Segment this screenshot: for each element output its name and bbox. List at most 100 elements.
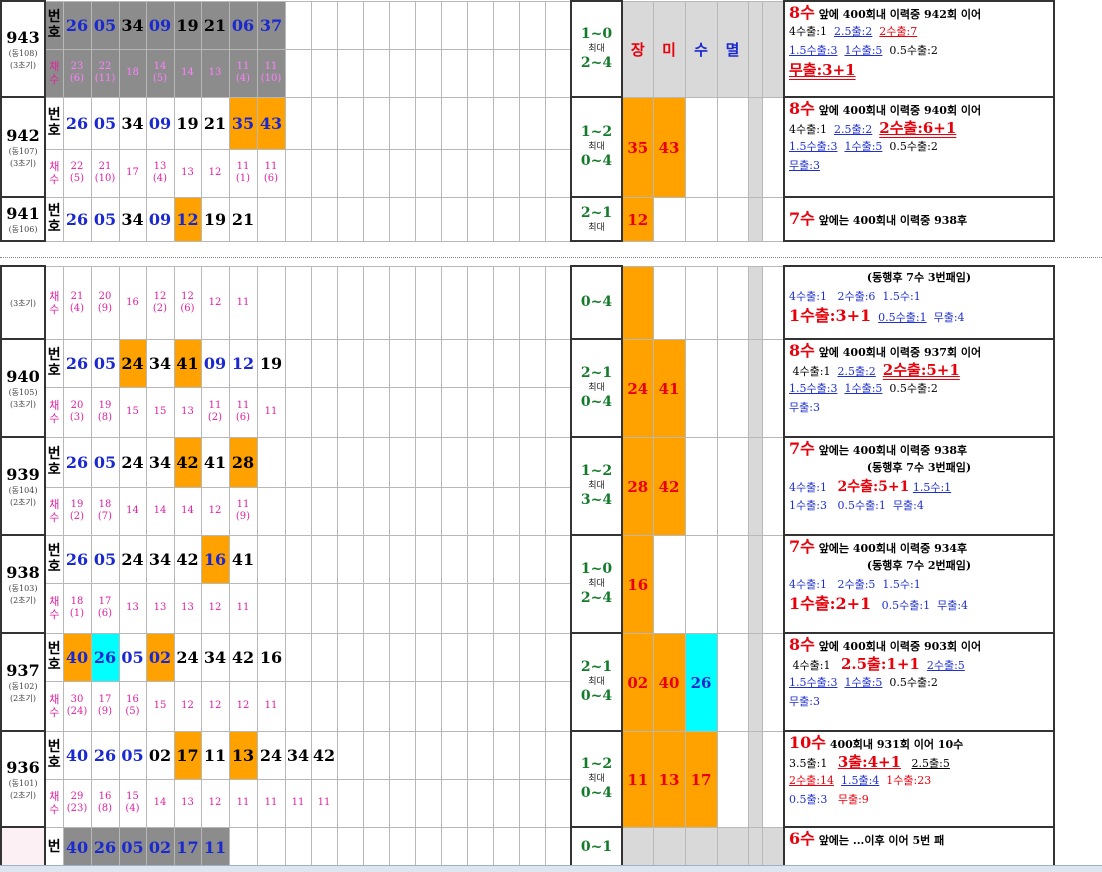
count-cell: 20 (3)	[62, 386, 92, 438]
number-cell: 05	[90, 338, 120, 388]
count-cell: 14	[118, 486, 147, 536]
side-number: 13	[652, 730, 686, 828]
number-cell: 21	[200, 0, 230, 50]
number-cell: 26	[62, 534, 92, 584]
number-cell: 06	[228, 0, 258, 50]
count-cell: 11	[228, 778, 258, 828]
count-cell: 18 (7)	[90, 486, 120, 536]
notes-cell: 7수 앞에는 400회내 이력중 938후 (동행후 7수 3번패임) 4수출:…	[783, 436, 1055, 536]
number-cell: 34	[200, 632, 230, 682]
pattern-cell: 1~2 최대 0~4	[570, 730, 623, 828]
number-cell: 26	[62, 96, 92, 150]
number-cell: 19	[173, 96, 202, 150]
number-cell: 41	[200, 436, 230, 488]
side-number: 28	[621, 436, 654, 536]
notes-cell: (동행후 7수 3번패임) 4수출:1 2수출:6 1.5수:1 1수출:3+1…	[783, 265, 1055, 340]
count-cell: 11	[228, 265, 258, 340]
count-cell: 19 (2)	[62, 486, 92, 536]
number-cell: 24	[118, 338, 147, 388]
count-cell: 12 (6)	[173, 265, 202, 340]
number-cell: 34	[118, 96, 147, 150]
number-cell: 02	[145, 826, 175, 868]
side-number: 16	[621, 534, 654, 634]
count-cell: 14 (5)	[145, 48, 175, 98]
count-cell: 14	[145, 778, 175, 828]
count-cell: 13	[118, 582, 147, 634]
count-cell: 13	[200, 48, 230, 98]
bottom-scroll-bar[interactable]	[0, 865, 1102, 872]
pattern-cell: 2~1 최대 0~4	[570, 338, 623, 438]
side-header-4: 멸	[716, 0, 749, 98]
count-cell: 11 (4)	[228, 48, 258, 98]
pattern-cell: 1~0 최대 2~4	[570, 534, 623, 634]
number-cell: 26	[62, 338, 92, 388]
notes-cell: 8수 앞에 400회내 이력중 903회 이어 4수출:1 2.5출:1+1 2…	[783, 632, 1055, 732]
number-cell: 05	[90, 436, 120, 488]
number-cell: 17	[173, 730, 202, 780]
notes-cell: 10수 400회내 931회 이어 10수 3.5출:1 3출:4+1 2.5출…	[783, 730, 1055, 828]
number-cell: 24	[256, 730, 286, 780]
count-cell: 29 (23)	[62, 778, 92, 828]
number-cell: 26	[62, 0, 92, 50]
number-cell: 37	[256, 0, 286, 50]
number-cell: 05	[90, 0, 120, 50]
number-cell: 24	[173, 632, 202, 682]
count-cell: 17	[118, 148, 147, 198]
number-cell: 02	[145, 730, 175, 780]
count-cell: 12	[173, 680, 202, 732]
number-cell: 40	[62, 730, 92, 780]
number-cell: 11	[200, 730, 230, 780]
count-cell: 16 (5)	[118, 680, 147, 732]
side-number: 41	[652, 338, 686, 438]
number-cell: 42	[173, 436, 202, 488]
side-header-2: 미	[652, 0, 686, 98]
side-number: 02	[621, 632, 654, 732]
count-cell: 11	[284, 778, 312, 828]
count-cell: 11	[256, 386, 286, 438]
count-cell: 18 (1)	[62, 582, 92, 634]
notes-cell: 8수 앞에 400회내 이력중 942회 이어 4수출:1 2.5출:2 2수출…	[783, 0, 1055, 98]
pattern-cell: 2~1 최대	[570, 196, 623, 242]
count-cell: 22 (5)	[62, 148, 92, 198]
round-cell: 939 (동104) (2초기)	[0, 436, 46, 536]
notes-cell: 8수 앞에 400회내 이력중 937회 이어 4수출:1 2.5출:2 2수출…	[783, 338, 1055, 438]
number-cell: 02	[145, 632, 175, 682]
count-cell: 11 (9)	[228, 486, 258, 536]
number-cell: 05	[90, 196, 120, 242]
number-cell: 12	[173, 196, 202, 242]
number-cell: 19	[173, 0, 202, 50]
count-cell: 13 (4)	[145, 148, 175, 198]
pattern-cell: 1~2 최대 0~4	[570, 96, 623, 198]
number-cell: 11	[200, 826, 230, 868]
number-cell: 26	[62, 436, 92, 488]
round-sub: (3초기)	[9, 60, 37, 70]
number-cell: 42	[310, 730, 338, 780]
round-cell: (3초기)	[0, 265, 46, 340]
number-cell: 26	[90, 730, 120, 780]
count-cell: 18	[118, 48, 147, 98]
count-cell: 11 (10)	[256, 48, 286, 98]
count-cell: 22 (11)	[90, 48, 120, 98]
round-sub: (동108)	[8, 48, 38, 58]
number-cell: 19	[256, 338, 286, 388]
number-cell: 40	[62, 632, 92, 682]
count-cell: 20 (9)	[90, 265, 120, 340]
